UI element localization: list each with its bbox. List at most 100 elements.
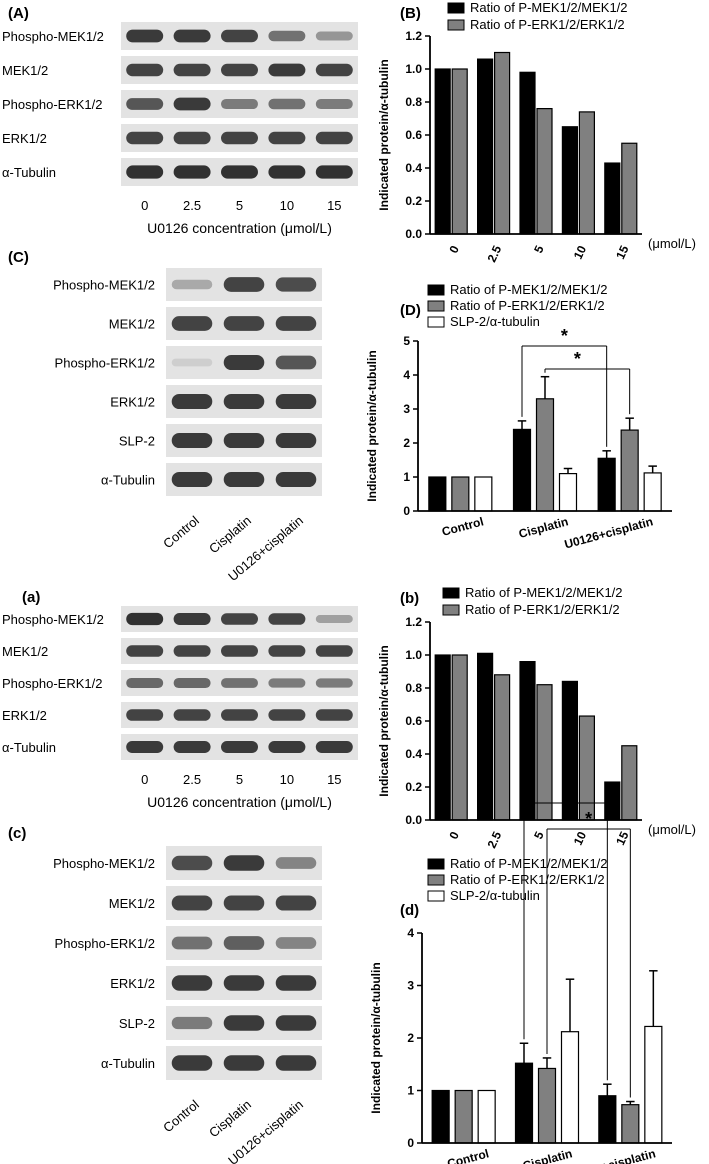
y-tick-label: 4 (407, 926, 414, 940)
significance-marker: * (574, 349, 581, 369)
x-axis-title: U0126 concentration (μmol/L) (147, 794, 332, 810)
bar (494, 51, 511, 235)
protein-band (275, 1015, 317, 1031)
protein-band (173, 63, 211, 77)
bar (621, 142, 638, 235)
protein-band (315, 678, 353, 688)
blot-row-label: ERK1/2 (110, 976, 155, 991)
blot-row: Phospho-MEK1/2 (2, 22, 358, 50)
bar (474, 476, 493, 512)
bar (578, 715, 596, 821)
bar (578, 111, 596, 235)
legend-label: SLP-2/α-tubulin (450, 314, 540, 329)
protein-band (171, 1055, 213, 1071)
bar-chart: (b) Ratio of P-MEK1/2/MEK1/2 Ratio of P-ER… (377, 585, 696, 850)
legend-swatch (447, 19, 465, 31)
protein-band (223, 393, 265, 410)
protein-band (221, 741, 258, 753)
protein-band (275, 277, 317, 292)
bar (451, 68, 468, 235)
bar (451, 476, 470, 512)
significance-marker: * (585, 809, 592, 829)
x-tick-label: 2.5 (485, 243, 505, 264)
protein-band (171, 855, 213, 871)
bar (434, 654, 451, 821)
protein-band (173, 741, 211, 753)
legend-label: Ratio of P-ERK1/2/ERK1/2 (465, 602, 620, 617)
y-tick-label: 2 (407, 1031, 414, 1045)
protein-band (315, 741, 353, 753)
legend-label: Ratio of P-ERK1/2/ERK1/2 (450, 872, 605, 887)
protein-band (126, 612, 164, 626)
blot-row-label: MEK1/2 (2, 644, 48, 659)
y-tick-label: 4 (403, 368, 410, 382)
y-tick-label: 2 (403, 436, 410, 450)
protein-band (223, 354, 265, 371)
protein-band (221, 98, 258, 110)
blot-row-label: SLP-2 (119, 1016, 155, 1031)
lane-label: 10 (280, 772, 294, 787)
panel-label: (C) (8, 249, 29, 266)
legend-swatch (427, 890, 445, 902)
protein-band (173, 97, 211, 111)
protein-band (268, 645, 306, 657)
protein-band (221, 131, 258, 145)
bar (519, 71, 536, 235)
blot-row: SLP-2 (119, 424, 322, 457)
protein-band (223, 895, 265, 911)
bar (621, 1104, 640, 1144)
blot-row: Phospho-MEK1/2 (53, 268, 322, 301)
protein-band (171, 279, 213, 290)
lane-label: Cisplatin (206, 1097, 254, 1141)
protein-band (173, 29, 211, 43)
protein-band (268, 63, 306, 77)
protein-band (275, 895, 317, 911)
legend-swatch (427, 874, 445, 886)
legend-label: Ratio of P-ERK1/2/ERK1/2 (470, 17, 625, 32)
x-tick-label: Cisplatin (517, 514, 570, 541)
bar (477, 1089, 496, 1144)
y-axis-label: Indicated protein/α-tubulin (377, 645, 391, 796)
bar (537, 1067, 557, 1144)
y-tick-label: 1.0 (405, 648, 422, 662)
bar (597, 457, 616, 512)
lane-label: 0 (141, 772, 148, 787)
bar (519, 660, 536, 821)
blot-row-label: Phospho-MEK1/2 (53, 278, 155, 293)
y-tick-label: 5 (403, 334, 410, 348)
y-tick-label: 0.8 (405, 95, 422, 109)
blot-row: ERK1/2 (110, 966, 322, 1000)
protein-band (171, 432, 213, 449)
legend-swatch (427, 316, 445, 328)
blot-row-label: Phospho-ERK1/2 (55, 936, 155, 951)
protein-band (268, 741, 306, 753)
blot-row: α-Tubulin (2, 734, 358, 760)
bar (536, 684, 553, 821)
protein-band (275, 937, 317, 949)
protein-band (171, 358, 213, 367)
blot-row: Phospho-ERK1/2 (2, 90, 358, 118)
y-tick-label: 0.2 (405, 194, 422, 208)
bar (535, 398, 555, 512)
panel-label: (a) (22, 589, 40, 606)
bar (644, 1025, 663, 1144)
blot-row: ERK1/2 (2, 124, 358, 152)
protein-band (171, 895, 213, 911)
blot-row-label: α-Tubulin (2, 165, 56, 180)
bar (561, 126, 579, 235)
panel-label: (c) (8, 825, 26, 842)
bar (494, 674, 511, 821)
bar (621, 745, 638, 821)
panel-label: (d) (400, 902, 419, 919)
legend-swatch (447, 2, 465, 14)
blot-row: MEK1/2 (2, 56, 358, 84)
blot-row-label: ERK1/2 (2, 708, 47, 723)
y-tick-label: 0 (403, 504, 410, 518)
lane-label: 15 (327, 772, 341, 787)
protein-band (223, 471, 265, 488)
blot-row-label: MEK1/2 (109, 317, 155, 332)
blot-row-label: Phospho-MEK1/2 (2, 29, 104, 44)
